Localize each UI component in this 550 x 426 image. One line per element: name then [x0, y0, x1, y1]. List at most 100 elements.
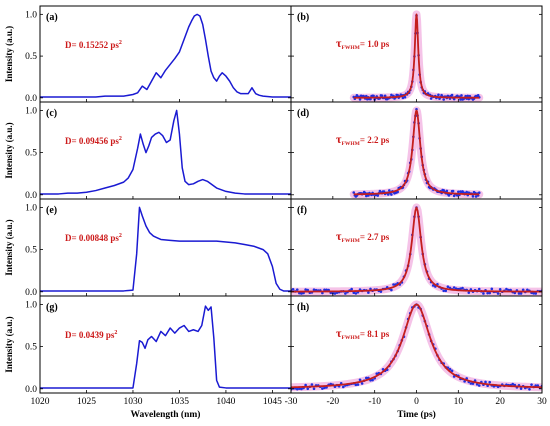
- measured-point: [371, 378, 374, 382]
- panel-c: 0.0 0.5 1.0 (c) D= 0.09456 ps2 Intensity (a.u…: [4, 101, 292, 201]
- measured-point: [344, 292, 347, 295]
- x-tick-label: 1035: [170, 397, 189, 407]
- measured-point: [356, 383, 360, 386]
- measured-point: [383, 94, 387, 98]
- y-tick-label: 0.0: [25, 191, 37, 201]
- panel-label-c: (c): [46, 108, 57, 119]
- measurement-halo-h: [291, 300, 542, 392]
- measured-point: [354, 292, 358, 295]
- y-tick-label: 0.0: [25, 94, 37, 104]
- plot-area-g: [40, 305, 291, 389]
- x-tick-label: 1020: [31, 397, 50, 407]
- y-tick-label: 1.0: [25, 203, 37, 213]
- y-axis-label-g: Intensity (a.u.): [4, 316, 14, 372]
- measured-point: [460, 94, 463, 97]
- measured-point: [298, 387, 301, 390]
- plot-area-b: [349, 10, 484, 102]
- measured-point: [484, 380, 487, 384]
- measured-point: [333, 292, 337, 295]
- measured-point: [467, 291, 471, 294]
- measured-point: [536, 384, 540, 387]
- measured-point: [386, 193, 390, 196]
- measured-point: [477, 191, 481, 194]
- measured-point: [532, 292, 535, 295]
- measured-point: [519, 387, 523, 390]
- plot-area-f: [291, 203, 542, 296]
- measured-point: [360, 382, 364, 385]
- measured-point: [365, 376, 368, 380]
- y-axis-label-e: Intensity (a.u.): [4, 219, 14, 275]
- x-tick-label: -20: [326, 397, 339, 407]
- x-axis-label-h: Time (ps): [397, 409, 436, 420]
- measured-point: [442, 289, 445, 293]
- measured-point: [490, 287, 494, 291]
- measured-point: [403, 95, 407, 99]
- measured-point: [466, 94, 470, 98]
- measurement-halo-f: [291, 203, 542, 296]
- measured-point: [392, 283, 395, 286]
- measured-point: [452, 286, 456, 289]
- measured-point: [376, 194, 380, 197]
- measured-point: [457, 190, 460, 194]
- plot-area-c: [40, 109, 291, 195]
- measured-point: [312, 387, 316, 391]
- measured-point: [475, 383, 479, 386]
- measured-point: [488, 291, 492, 295]
- measured-point: [459, 98, 462, 101]
- measured-point: [401, 96, 405, 100]
- measured-point: [329, 382, 333, 386]
- y-tick-label: 0.0: [25, 288, 37, 298]
- measured-point: [534, 292, 538, 295]
- measured-point: [486, 291, 489, 295]
- measured-point: [471, 382, 475, 385]
- axes-frame-e: [39, 198, 292, 297]
- measured-point: [323, 288, 326, 292]
- x-tick-label: -30: [285, 397, 298, 407]
- measured-point: [365, 194, 368, 198]
- measured-point: [476, 93, 480, 97]
- axes-frame-a: [39, 5, 292, 103]
- plot-area-h: [291, 300, 542, 392]
- measurement-halo-d: [349, 106, 484, 199]
- dispersion-annotation-g: D= 0.0439 ps2: [65, 330, 117, 340]
- measured-point: [528, 388, 531, 391]
- measured-point: [390, 288, 393, 292]
- measured-point: [352, 191, 356, 194]
- measured-point: [291, 288, 295, 291]
- measured-point: [372, 94, 375, 98]
- measured-point: [350, 287, 353, 291]
- measured-point: [304, 383, 307, 387]
- fit-line-d: [353, 109, 480, 196]
- y-axis-label-c: Intensity (a.u.): [4, 122, 14, 178]
- measured-point: [517, 292, 521, 295]
- measured-point: [519, 292, 523, 295]
- measured-point: [477, 384, 481, 387]
- dispersion-annotation-c: D= 0.09456 ps2: [65, 136, 122, 146]
- y-tick-label: 0.5: [25, 52, 37, 62]
- measured-point: [444, 289, 448, 293]
- x-tick-label: 1030: [123, 397, 142, 407]
- measured-point: [498, 287, 502, 291]
- fwhm-annotation-b: τFWHM= 1.0 ps: [336, 36, 390, 51]
- measured-point: [352, 291, 356, 294]
- measured-point: [312, 288, 316, 292]
- panel-h: -30 -20 -10 0 10 20 30 (h) τFWHM= 8.1 ps Time (ps…: [285, 295, 547, 420]
- panel-label-g: (g): [46, 302, 58, 313]
- fit-line-f: [291, 206, 542, 293]
- spectrum-line-a: [40, 13, 291, 98]
- fwhm-annotation-f: τFWHM= 2.7 ps: [336, 229, 390, 244]
- panel-label-h: (h): [297, 302, 309, 313]
- measured-point: [451, 189, 455, 193]
- panel-a: 0.0 0.5 1.0 (a) D= 0.15252 ps2 Intensity (a.u…: [4, 5, 292, 104]
- measured-point: [341, 385, 345, 389]
- measured-point: [321, 387, 324, 390]
- x-tick-label: 1025: [77, 397, 96, 407]
- measured-point: [488, 380, 492, 384]
- panels: 0.0 0.5 1.0 (a) D= 0.15252 ps2 Intensity (a.u…: [4, 5, 547, 420]
- measured-point: [300, 292, 303, 295]
- y-tick-label: 0.5: [25, 343, 37, 353]
- measured-point: [304, 288, 307, 291]
- fit-line-b: [353, 13, 480, 99]
- measured-point: [358, 378, 362, 382]
- measured-point: [325, 288, 328, 292]
